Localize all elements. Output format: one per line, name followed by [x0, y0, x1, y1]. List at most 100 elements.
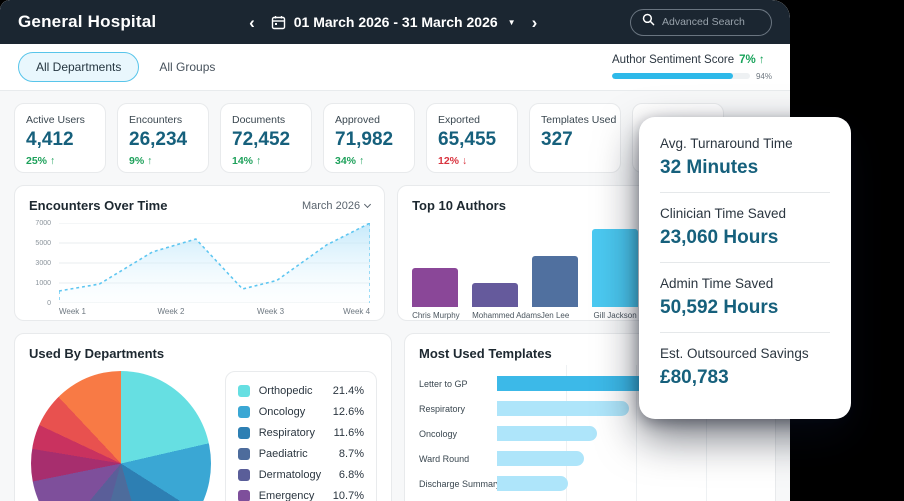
chevron-left-icon[interactable]: ‹	[249, 12, 255, 32]
template-label: Respiratory	[419, 403, 466, 414]
stat-value: 4,412	[26, 129, 74, 150]
legend-swatch	[237, 426, 250, 439]
trend-arrow-icon: ↑	[358, 155, 365, 167]
encounters-line-chart: 7000 5000 3000 1000 0 Week 1 Week 2 Week 3 Week…	[29, 220, 371, 319]
filter-bar: All Departments All Groups Author Sentim…	[0, 44, 790, 91]
departments-pie-chart	[31, 371, 211, 501]
encounters-x-axis: Week 1 Week 2 Week 3 Week 4	[59, 307, 371, 316]
stat-label: Exported	[438, 114, 481, 126]
sentiment-score-value: 94%	[755, 71, 772, 81]
legend-label: Respiratory	[258, 426, 315, 439]
date-navigation: ‹ 01 March 2026 - 31 March 2026 ▼ ›	[156, 14, 630, 31]
tab-all-groups[interactable]: All Groups	[159, 60, 216, 74]
sentiment-progress-fill	[612, 73, 734, 79]
summary-card: Avg. Turnaround Time 32 Minutes Clinicia…	[639, 117, 851, 419]
legend-percent: 6.8%	[338, 468, 364, 481]
calendar-icon	[271, 15, 286, 30]
author-bar: Gill Jackson	[592, 217, 639, 320]
metric-value: 50,592 Hours	[660, 297, 779, 318]
encounters-plot	[59, 223, 371, 303]
author-bar-fill	[412, 268, 459, 307]
author-bar-label: Jen Lee	[540, 311, 570, 320]
used-by-departments-panel: Used By Departments Orthopedic 21.4% Onc…	[14, 333, 392, 501]
legend-percent: 12.6%	[332, 405, 364, 418]
encounters-y-axis: 7000 5000 3000 1000 0	[35, 220, 51, 307]
stat-card: Documents 72,452 14% ↑	[220, 103, 312, 173]
legend-item: Dermatology 6.8%	[237, 464, 364, 485]
legend-percent: 8.7%	[338, 447, 364, 460]
metric-label: Clinician Time Saved	[660, 206, 787, 221]
summary-metric: Est. Outsourced Savings £80,783	[660, 332, 830, 389]
caret-down-icon: ▼	[507, 17, 516, 27]
departments-legend: Orthopedic 21.4% Oncology 12.6% Respirat…	[224, 371, 377, 501]
legend-percent: 21.4%	[332, 384, 364, 397]
metric-value: 32 Minutes	[660, 157, 759, 178]
author-bar-fill	[532, 255, 579, 307]
stat-card: Approved 71,982 34% ↑	[323, 103, 415, 173]
sentiment-delta: 7% ↑	[739, 53, 765, 66]
template-row: Ward Round	[419, 446, 761, 471]
period-selector[interactable]: March 2026	[302, 200, 372, 212]
author-bar-fill	[472, 282, 519, 307]
authors-bars: Chris Murphy Mohammed Adams Jen Lee Gill…	[412, 217, 761, 320]
advanced-search-box[interactable]	[630, 8, 772, 36]
date-range-text: 01 March 2026 - 31 March 2026	[293, 14, 498, 30]
metric-label: Est. Outsourced Savings	[660, 346, 809, 361]
stat-label: Active Users	[26, 114, 85, 126]
summary-metric: Avg. Turnaround Time 32 Minutes	[660, 136, 830, 179]
template-label: Ward Round	[419, 453, 470, 464]
author-bar: Mohammed Adams	[472, 217, 541, 320]
arrow-up-icon: ↑	[758, 53, 765, 66]
template-row: Respiratory	[419, 396, 761, 421]
template-bar-fill	[497, 451, 585, 466]
template-label: Discharge Summary	[419, 478, 501, 489]
metric-value: £80,783	[660, 367, 729, 388]
metric-label: Admin Time Saved	[660, 276, 774, 291]
page-title: General Hospital	[18, 12, 157, 31]
stat-label: Approved	[335, 114, 380, 126]
author-bar-label: Mohammed Adams	[472, 311, 541, 320]
legend-item: Emergency 10.7%	[237, 485, 364, 501]
stat-delta: 12% ↓	[438, 155, 468, 167]
stat-label: Documents	[232, 114, 286, 126]
stat-card: Active Users 4,412 25% ↑	[14, 103, 106, 173]
legend-label: Dermatology	[258, 468, 322, 481]
trend-arrow-icon: ↑	[255, 155, 262, 167]
stat-card: Exported 65,455 12% ↓	[426, 103, 518, 173]
legend-swatch	[237, 468, 250, 481]
legend-swatch	[237, 405, 250, 418]
author-bar-label: Gill Jackson	[593, 311, 637, 320]
template-bar-track	[497, 426, 761, 441]
legend-item: Oncology 12.6%	[237, 401, 364, 422]
legend-label: Paediatric	[258, 447, 308, 460]
stat-delta: 14% ↑	[232, 155, 262, 167]
chevron-right-icon[interactable]: ›	[531, 12, 538, 32]
stat-delta: 25% ↑	[26, 155, 56, 167]
legend-swatch	[237, 384, 250, 397]
charts-row-1: Encounters Over Time March 2026 7000 5000…	[14, 185, 776, 321]
template-bar-fill	[497, 426, 598, 441]
encounters-over-time-panel: Encounters Over Time March 2026 7000 5000…	[14, 185, 386, 321]
encounters-chart-title: Encounters Over Time	[29, 198, 168, 213]
search-input[interactable]	[662, 16, 760, 28]
date-range-selector[interactable]: 01 March 2026 - 31 March 2026 ▼	[271, 14, 516, 30]
template-bar-track	[497, 401, 761, 416]
metric-label: Avg. Turnaround Time	[660, 136, 793, 151]
author-bar-fill	[592, 228, 639, 307]
stat-value: 71,982	[335, 129, 394, 150]
legend-percent: 10.7%	[332, 489, 364, 501]
legend-swatch	[237, 489, 250, 501]
summary-metric: Clinician Time Saved 23,060 Hours	[660, 192, 830, 249]
template-bar-track	[497, 476, 761, 491]
summary-metric: Admin Time Saved 50,592 Hours	[660, 262, 830, 319]
chevron-down-icon	[364, 200, 372, 208]
stat-value: 26,234	[129, 129, 188, 150]
sentiment-label: Author Sentiment Score	[612, 53, 735, 66]
author-bar-label: Chris Murphy	[412, 311, 460, 320]
stat-label: Encounters	[129, 114, 183, 126]
template-bar-fill	[497, 401, 629, 416]
tab-all-departments[interactable]: All Departments	[18, 52, 140, 82]
authors-chart-title: Top 10 Authors	[412, 198, 506, 213]
trend-arrow-icon: ↓	[461, 155, 468, 167]
stat-value: 65,455	[438, 129, 497, 150]
